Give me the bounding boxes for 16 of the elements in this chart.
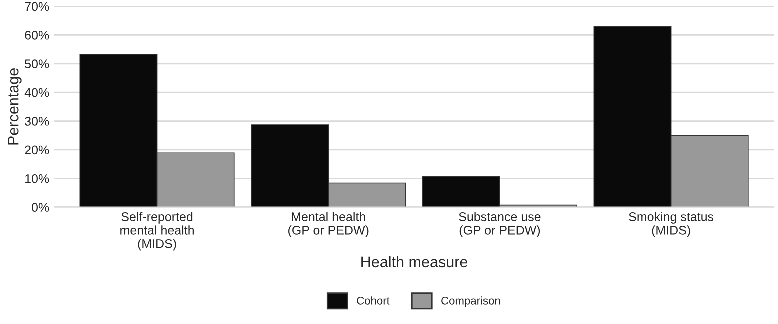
y-tick-label: 70% bbox=[25, 2, 50, 12]
y-tick-label: 10% bbox=[26, 174, 50, 184]
x-tick-label: Self-reported mental health (MIDS) bbox=[120, 212, 194, 251]
y-tick-label: 40% bbox=[24, 88, 50, 98]
y-tick-label: 20% bbox=[25, 146, 50, 155]
y-axis-title: Percentage bbox=[8, 68, 22, 145]
y-tick-label: 60% bbox=[25, 30, 50, 40]
y-tick-label: 0% bbox=[32, 203, 50, 212]
x-tick-label: Mental health (GP or PEDW) bbox=[288, 212, 369, 238]
legend-label: Cohort bbox=[357, 296, 390, 305]
x-tick-label: Smoking status (MIDS) bbox=[629, 212, 714, 238]
y-tick-label: 30% bbox=[25, 117, 50, 126]
legend-label: Comparison bbox=[442, 296, 500, 308]
y-tick-label: 50% bbox=[25, 60, 50, 69]
x-axis-title: Health measure bbox=[362, 256, 468, 268]
x-tick-label: Substance use (GP or PEDW) bbox=[459, 212, 541, 238]
